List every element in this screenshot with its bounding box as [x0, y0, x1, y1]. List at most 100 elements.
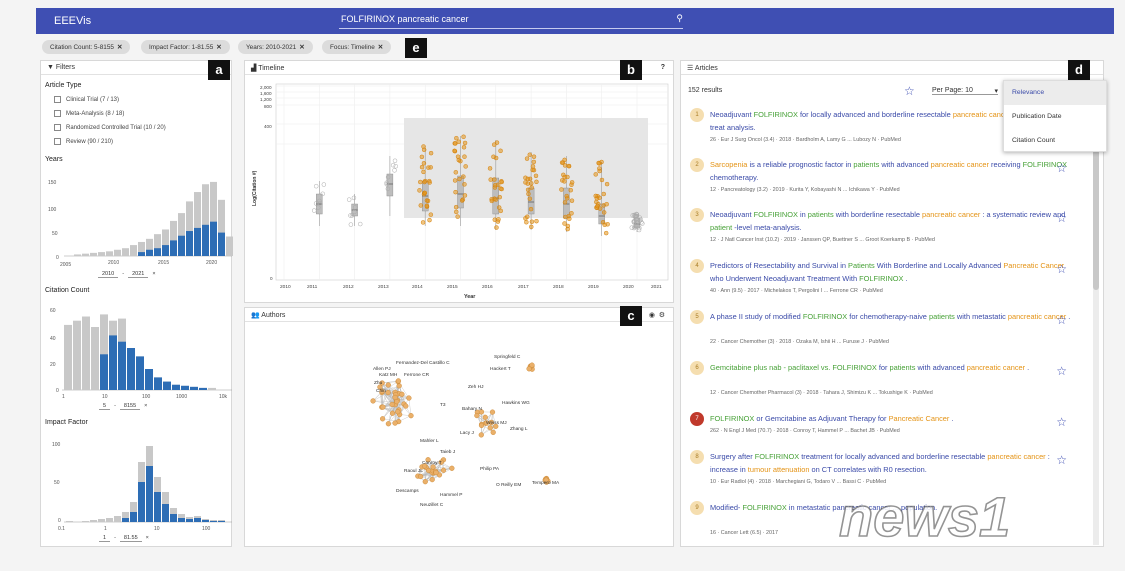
filter-chip-impact[interactable]: Impact Factor: 1-81.55 ✕ [141, 40, 230, 54]
checkbox-review[interactable]: Review (90 / 210) [54, 138, 113, 145]
article-title[interactable]: Gemcitabine plus nab - paclitaxel vs. FO… [710, 363, 1030, 372]
years-histogram[interactable]: 150 100 50 0 2005 2010 2015 2020 [44, 168, 234, 268]
citation-point [636, 227, 642, 233]
author-label[interactable]: Mahler L [420, 438, 439, 444]
coauthor-edge [373, 400, 397, 402]
clear-icon[interactable]: × [145, 535, 149, 541]
clear-icon[interactable]: × [152, 271, 156, 277]
chip-close-icon[interactable]: ✕ [216, 44, 222, 51]
author-label[interactable]: O Reilly EM [496, 482, 521, 488]
author-label[interactable]: Zhang L [510, 426, 528, 432]
help-icon[interactable]: ? [660, 64, 665, 71]
citation-range[interactable]: 5-8155 × [95, 403, 147, 410]
author-label[interactable]: Springfeld C [494, 354, 521, 360]
chip-close-icon[interactable]: ✕ [116, 44, 123, 51]
clear-icon[interactable]: × [144, 403, 148, 409]
favorites-star-icon[interactable]: ☆ [904, 84, 915, 98]
author-label[interactable]: T3 [440, 402, 446, 408]
article-title[interactable]: Neoadjuvant FOLFIRINOX in patients with … [710, 210, 1066, 232]
year-bar [202, 184, 209, 256]
bookmark-star-icon[interactable]: ☆ [1056, 453, 1067, 467]
author-label[interactable]: Neuzillet C [420, 502, 444, 508]
citation-point [499, 186, 504, 192]
year-bar-selected [194, 227, 201, 256]
author-label[interactable]: Raoul JL [404, 468, 423, 474]
author-node [493, 423, 499, 429]
article-title[interactable]: Surgery after FOLFIRINOX treatment for l… [710, 452, 1050, 474]
article-title[interactable]: Modified- FOLFIRINOX in metastatic pancr… [710, 503, 938, 512]
author-node [389, 401, 395, 408]
per-page-select[interactable]: Per Page: 10 ▾ [932, 87, 998, 95]
sort-option-relevance[interactable]: Relevance [1004, 81, 1106, 105]
coauthor-edge [372, 392, 389, 402]
article-title[interactable]: Predictors of Resectability and Survival… [710, 261, 1065, 283]
timeline-chart[interactable]: 2,000 1,600 1,200 800 400 0 Log(Citation… [246, 76, 672, 302]
author-label[interactable]: Lacy J [460, 430, 474, 436]
citation-point [602, 222, 607, 228]
settings-icon[interactable]: ⚙ [658, 312, 665, 319]
citation-point [567, 216, 572, 222]
author-network[interactable]: Springfeld C Hackert T Fernandez-Del Cas… [246, 322, 672, 546]
author-label[interactable]: Allen PJ [373, 366, 391, 372]
author-label[interactable]: Hammel P [440, 492, 462, 498]
author-label[interactable]: Tempero MA [532, 480, 560, 486]
citation-point [562, 221, 567, 226]
article-rank: 7 [690, 412, 704, 426]
focus-region[interactable] [404, 118, 648, 218]
checkbox-clinical-trial[interactable]: Clinical Trial (7 / 13) [54, 96, 119, 103]
checkbox-rct[interactable]: Randomized Controlled Trial (10 / 20) [54, 124, 166, 131]
author-label[interactable]: Conroy T [422, 460, 442, 466]
chip-close-icon[interactable]: ✕ [377, 44, 384, 51]
filter-chip-focus[interactable]: Focus: Timeline ✕ [322, 40, 392, 54]
impact-bar [106, 518, 113, 522]
filters-header: ▼ Filters [41, 61, 231, 75]
years-range[interactable]: 2010-2021 × [94, 271, 156, 278]
article-title[interactable]: Sarcopenia is a reliable prognostic fact… [710, 160, 1068, 182]
author-label[interactable]: Weiss MJ [486, 420, 507, 426]
impact-bar-selected [202, 520, 209, 522]
article-title[interactable]: A phase II study of modified FOLFIRINOX … [710, 312, 1071, 321]
author-label[interactable]: Hackert T [490, 366, 511, 372]
sort-option-citations[interactable]: Citation Count [1012, 137, 1056, 144]
author-label[interactable]: Hawkins WG [502, 400, 530, 406]
article-scrollbar[interactable] [1093, 150, 1099, 545]
author-node [478, 409, 485, 415]
author-label[interactable]: Katz MH [379, 372, 398, 378]
citation-histogram[interactable]: 60 40 20 0 1 10 100 1000 10k [44, 298, 234, 403]
author-label[interactable]: Ferrone CR [404, 372, 430, 378]
bookmark-star-icon[interactable]: ☆ [1056, 211, 1067, 225]
bookmark-star-icon[interactable]: ☆ [1056, 313, 1067, 327]
article-title[interactable]: FOLFIRINOX or Gemcitabine as Adjuvant Th… [710, 414, 954, 423]
bookmark-star-icon[interactable]: ☆ [1056, 161, 1067, 175]
year-bar [82, 253, 89, 256]
author-label[interactable]: Bahary N [462, 406, 483, 412]
author-label[interactable]: Zeh HJ [468, 384, 484, 390]
author-label[interactable]: Chin [376, 388, 386, 394]
chip-close-icon[interactable]: ✕ [299, 44, 305, 51]
article-list: 1 Neoadjuvant FOLFIRINOX for locally adv… [680, 100, 1104, 545]
bookmark-star-icon[interactable]: ☆ [1056, 415, 1067, 429]
search-icon[interactable]: ⚲ [676, 13, 683, 23]
checkbox-meta-analysis[interactable]: Meta-Analysis (8 / 18) [54, 110, 124, 117]
sort-menu[interactable]: Relevance Publication Date Citation Coun… [1003, 80, 1107, 152]
author-label[interactable]: Taieb J [440, 449, 456, 455]
sort-option-date[interactable]: Publication Date [1012, 113, 1062, 120]
article-type-title: Article Type [45, 82, 82, 89]
author-label[interactable]: Descamps [396, 488, 419, 494]
impact-range[interactable]: 1-81.55 × [95, 535, 149, 542]
filter-chip-years[interactable]: Years: 2010-2021 ✕ [238, 40, 313, 54]
impact-histogram[interactable]: 100 50 0 0.1 1 10 100 [44, 432, 234, 532]
filter-chip-citation[interactable]: Citation Count: 5-8155 ✕ [42, 40, 131, 54]
author-label[interactable]: Zhu [374, 380, 383, 386]
timeline-xtick: 2021 [651, 284, 662, 290]
scrollbar-thumb[interactable] [1093, 150, 1099, 290]
impact-ytick: 0 [58, 518, 61, 524]
citation-point [604, 181, 610, 187]
author-label[interactable]: Philip PA [480, 466, 500, 472]
author-label[interactable]: Fernandez-Del Castillo C [396, 360, 450, 366]
bookmark-star-icon[interactable]: ☆ [1056, 262, 1067, 276]
citation-bar-selected [136, 356, 144, 390]
eye-icon[interactable]: ◉ [648, 312, 655, 319]
bookmark-star-icon[interactable]: ☆ [1056, 364, 1067, 378]
search-input[interactable]: FOLFIRINOX pancreatic cancer ⚲ [339, 11, 683, 29]
